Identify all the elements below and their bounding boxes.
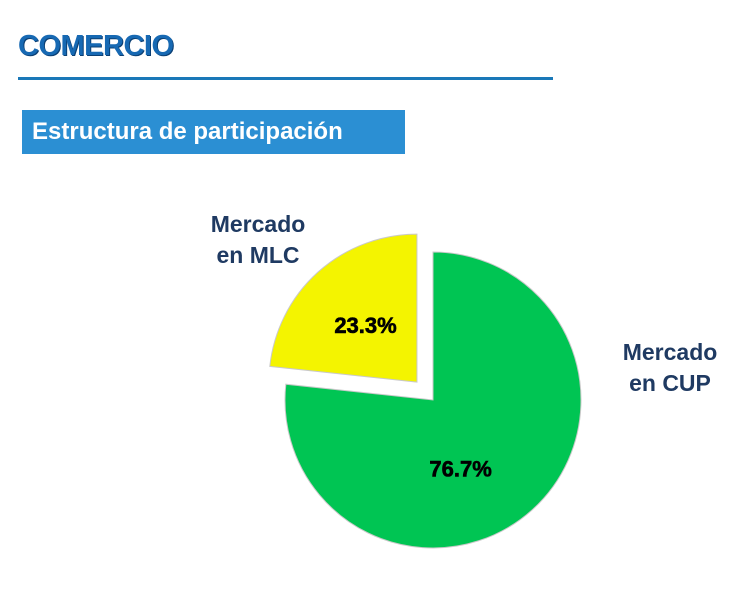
page-title: COMERCIO [18, 30, 174, 62]
legend-label-cup: Mercado en CUP [605, 337, 735, 399]
legend-label-mlc-line1: Mercado [210, 211, 306, 237]
pie-slice-mlc [269, 233, 418, 383]
legend-label-cup-line1: Mercado [622, 339, 718, 365]
title-divider [18, 77, 553, 80]
legend-label-mlc-line2: en MLC [216, 242, 300, 268]
legend-label-cup-line2: en CUP [629, 370, 711, 396]
pie-slice-cup [284, 251, 582, 549]
data-label-mlc: 23.3% [334, 313, 396, 338]
data-label-cup: 76.7% [429, 457, 491, 482]
legend-label-mlc: Mercado en MLC [193, 209, 323, 271]
section-banner: Estructura de participación [22, 110, 405, 154]
